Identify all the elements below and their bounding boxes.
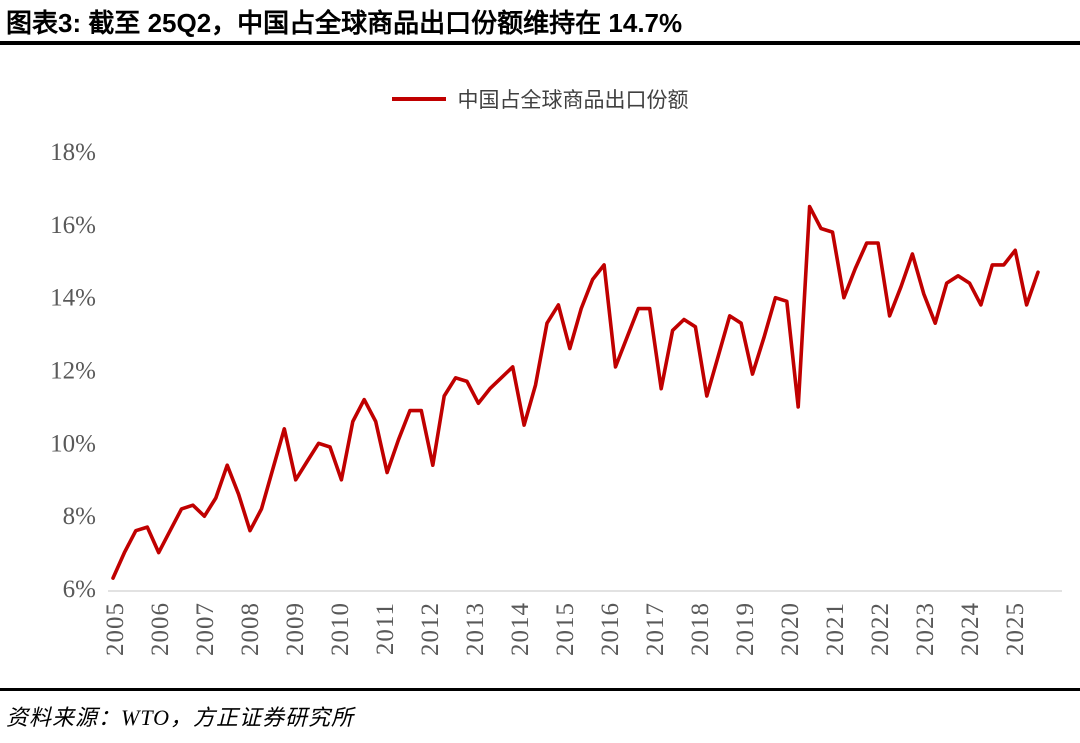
chart-legend: 中国占全球商品出口份额 [0, 84, 1080, 114]
x-tick-label: 2006 [147, 602, 174, 656]
y-tick-label: 16% [50, 212, 96, 239]
x-tick-label: 2020 [777, 602, 804, 656]
series-line [111, 204, 1040, 580]
x-tick-label: 2018 [687, 602, 714, 656]
x-tick-label: 2025 [1002, 602, 1029, 656]
x-tick-label: 2013 [462, 602, 489, 656]
x-tick-label: 2019 [732, 602, 759, 656]
x-tick-label: 2017 [642, 602, 669, 656]
title-divider-rule [0, 41, 1080, 45]
x-tick-label: 2024 [957, 602, 984, 656]
x-tick-label: 2014 [507, 602, 534, 656]
x-tick-label: 2009 [282, 602, 309, 656]
x-tick-label: 2015 [552, 602, 579, 656]
y-tick-label: 8% [63, 503, 96, 530]
x-tick-label: 2007 [192, 602, 219, 656]
footer-divider-rule [0, 688, 1080, 691]
y-tick-label: 18% [50, 139, 96, 166]
y-tick-label: 6% [63, 576, 96, 603]
x-tick-label: 2011 [372, 602, 399, 655]
y-tick-label: 12% [50, 358, 96, 385]
y-tick-label: 14% [50, 285, 96, 312]
x-tick-label: 2010 [327, 602, 354, 656]
x-tick-label: 2016 [597, 602, 624, 656]
x-tick-label: 2023 [912, 602, 939, 656]
x-tick-label: 2005 [102, 602, 129, 656]
y-tick-label: 10% [50, 430, 96, 457]
x-tick-label: 2012 [417, 602, 444, 656]
legend-series-label: 中国占全球商品出口份额 [457, 88, 689, 112]
data-source-note: 资料来源：WTO，方正证券研究所 [6, 705, 355, 730]
x-tick-label: 2021 [822, 602, 849, 656]
figure-title: 图表3: 截至 25Q2，中国占全球商品出口份额维持在 14.7% [6, 8, 683, 38]
x-tick-label: 2022 [867, 602, 894, 656]
legend-line-swatch [391, 97, 446, 101]
x-tick-label: 2008 [237, 602, 264, 656]
